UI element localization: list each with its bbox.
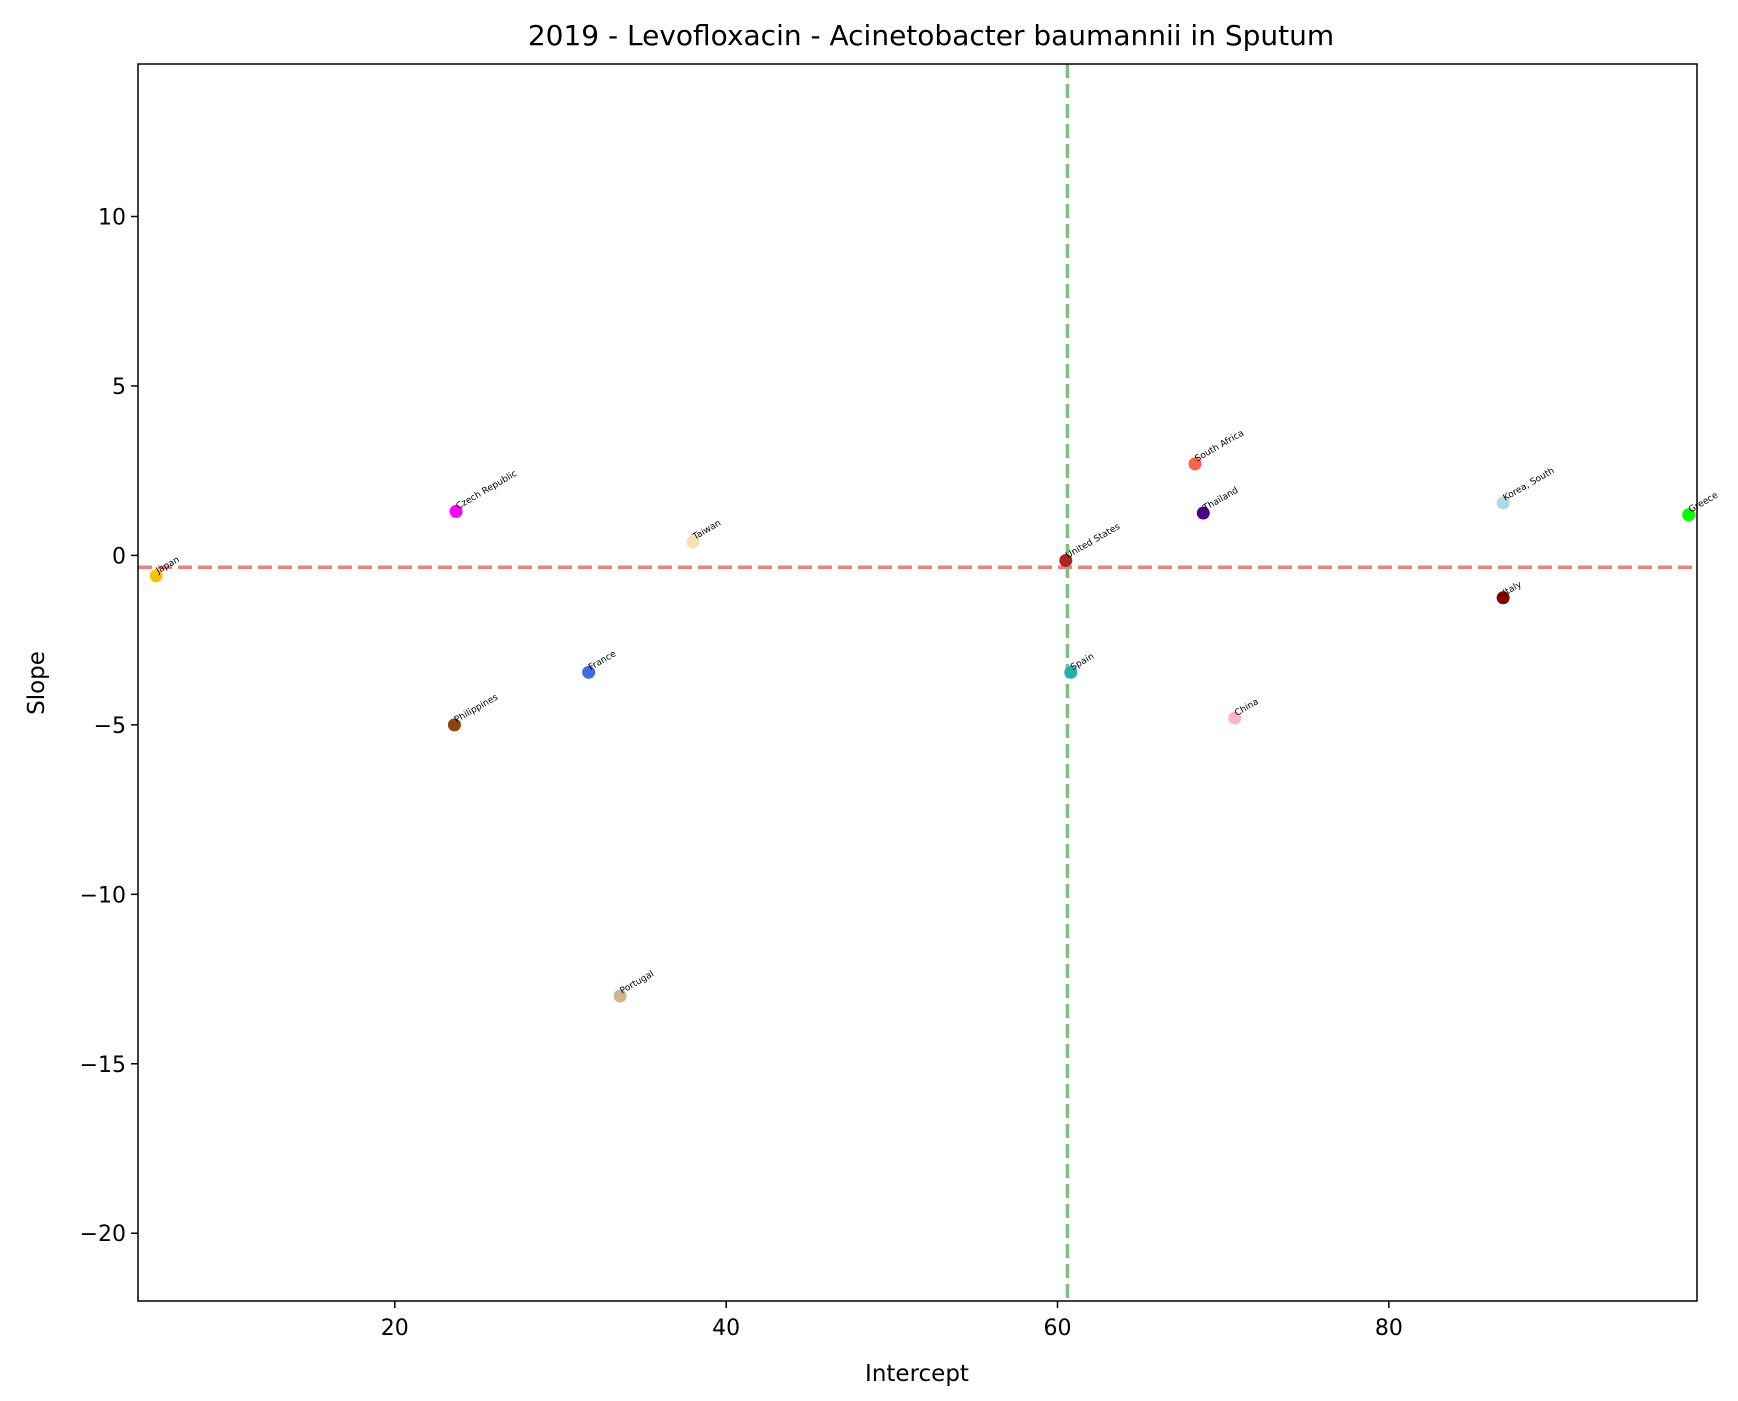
- point-label: United States: [1064, 522, 1122, 561]
- point-label: France: [587, 649, 618, 673]
- y-tick-label: 5: [112, 375, 126, 400]
- data-point: [1064, 665, 1078, 679]
- point-label: Spain: [1069, 652, 1096, 673]
- point-label: Korea, South: [1502, 466, 1557, 503]
- x-tick-label: 80: [1375, 1316, 1403, 1341]
- y-tick-label: −15: [80, 1053, 126, 1078]
- x-tick-label: 40: [712, 1316, 740, 1341]
- plot-area-frame: [137, 63, 1698, 1302]
- point-label: Philippines: [453, 692, 500, 725]
- x-axis-label: Intercept: [865, 1361, 969, 1387]
- data-point: [1188, 457, 1202, 471]
- x-tick-label: 60: [1043, 1316, 1071, 1341]
- point-label: Portugal: [619, 969, 656, 996]
- data-point: [1682, 508, 1696, 522]
- data-point: [686, 535, 700, 549]
- point-label: China: [1233, 697, 1260, 719]
- point-label: Japan: [154, 555, 182, 577]
- chart-title: 2019 - Levofloxacin - Acinetobacter baum…: [528, 19, 1334, 52]
- y-axis-label: Slope: [24, 651, 50, 715]
- data-point: [582, 665, 596, 679]
- point-label: Italy: [1502, 580, 1524, 599]
- data-point: [613, 989, 627, 1003]
- data-point: [1496, 496, 1510, 510]
- y-tick-label: −5: [94, 714, 126, 739]
- data-point: [1228, 711, 1242, 725]
- point-label: Czech Republic: [455, 469, 519, 512]
- y-tick-label: −10: [80, 883, 126, 908]
- point-label: Thailand: [1201, 486, 1240, 514]
- point-label: Greece: [1687, 490, 1720, 515]
- data-point: [149, 569, 163, 583]
- point-label: Taiwan: [691, 518, 723, 542]
- data-point: [1059, 553, 1073, 567]
- data-point: [1496, 591, 1510, 605]
- point-label: South Africa: [1194, 429, 1246, 465]
- y-tick-label: 0: [112, 544, 126, 569]
- y-tick-label: −20: [80, 1222, 126, 1247]
- y-tick-label: 10: [98, 206, 126, 231]
- data-point: [1196, 506, 1210, 520]
- x-tick-label: 20: [381, 1316, 409, 1341]
- data-point: [449, 504, 463, 518]
- data-point: [447, 718, 461, 732]
